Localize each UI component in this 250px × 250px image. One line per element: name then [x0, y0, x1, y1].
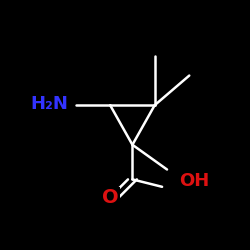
Text: H₂N: H₂N [30, 95, 68, 113]
Text: O: O [102, 188, 118, 208]
Text: OH: OH [180, 172, 210, 190]
